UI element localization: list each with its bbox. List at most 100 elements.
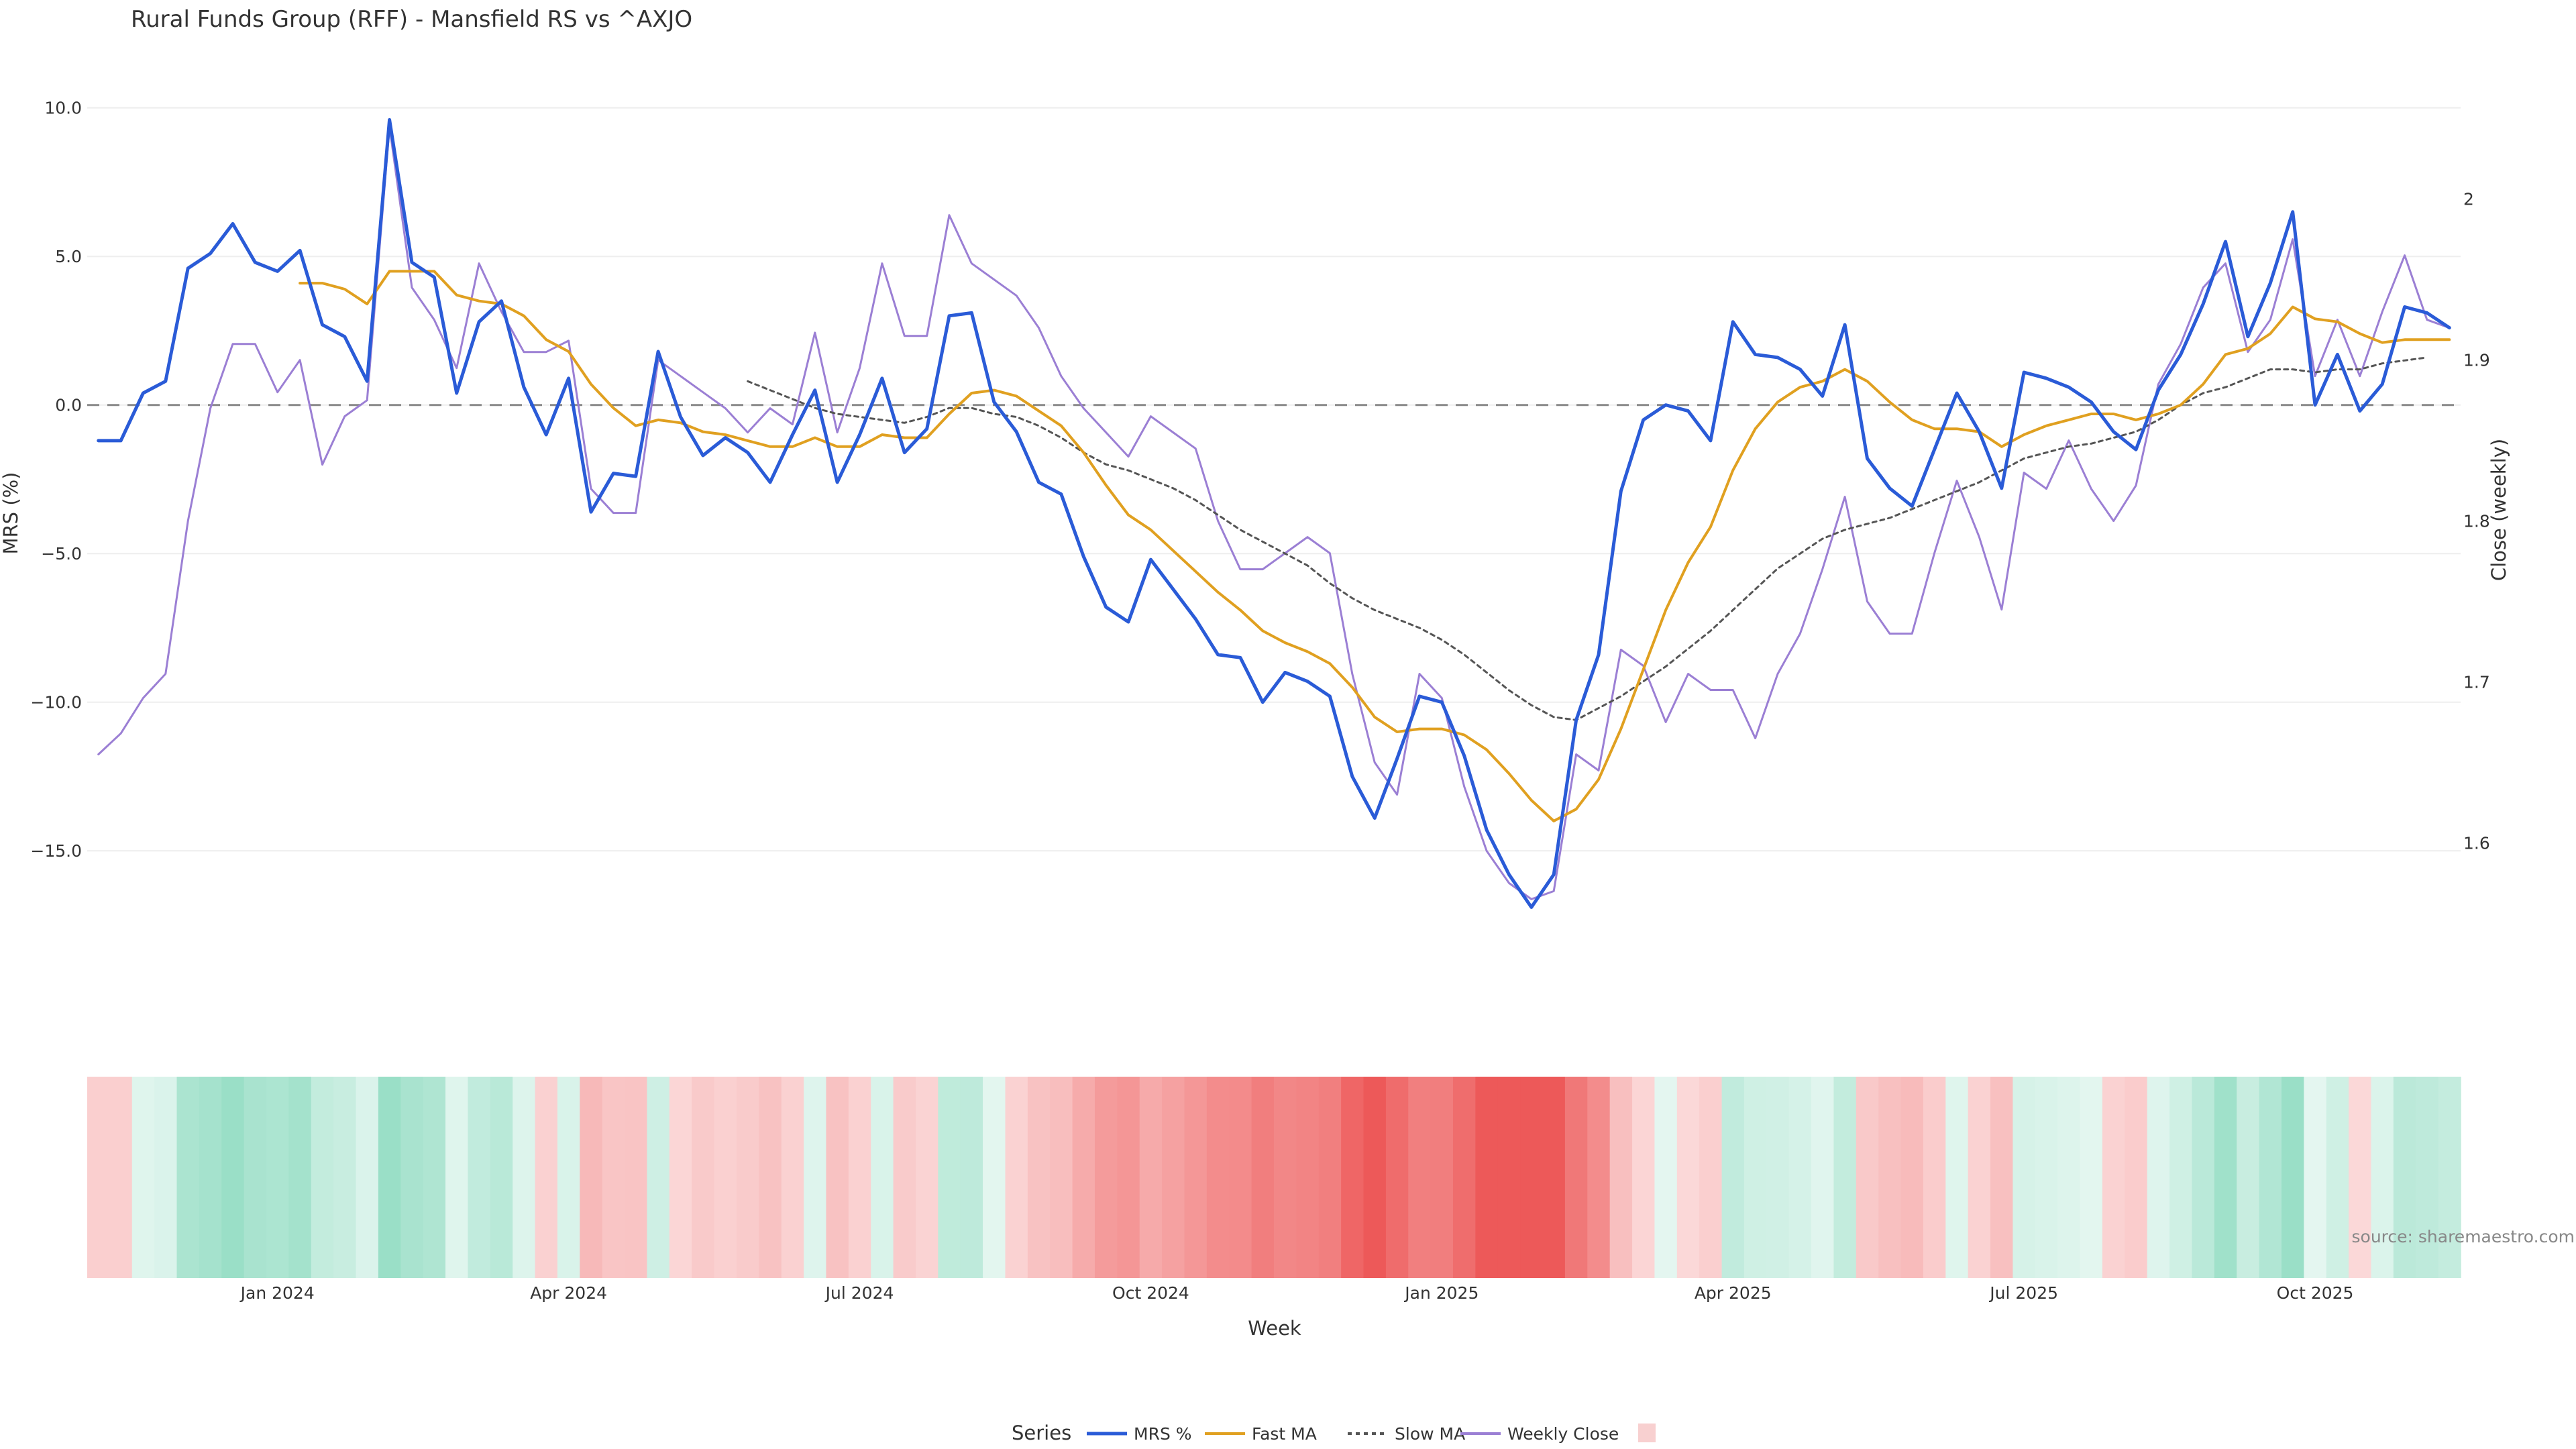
heatmap-cell: [1072, 1077, 1095, 1278]
heatmap-cell: [87, 1077, 111, 1278]
heatmap-cell: [221, 1077, 245, 1278]
heatmap-cell: [1609, 1077, 1633, 1278]
heatmap-cell: [1497, 1077, 1521, 1278]
heatmap-cell: [109, 1077, 133, 1278]
heatmap-cell: [759, 1077, 782, 1278]
series-layer: [97, 118, 2451, 909]
grid-lines: [87, 107, 2461, 852]
heatmap-cell: [1564, 1077, 1589, 1278]
legend: Series MRS % Fast MA Slow MA Weekly Close: [1012, 1421, 1656, 1444]
heatmap-cell: [2259, 1077, 2282, 1278]
heatmap-cell: [535, 1077, 558, 1278]
slow-ma-line: [747, 356, 2428, 721]
y-tick-label: −15.0: [30, 841, 82, 861]
heatmap-cell: [1363, 1077, 1387, 1278]
heatmap-cell: [1251, 1077, 1275, 1278]
heatmap-cell: [2349, 1077, 2372, 1278]
heatmap-cell: [1139, 1077, 1163, 1278]
heatmap-cell: [1699, 1077, 1723, 1278]
heatmap-cell: [2102, 1077, 2126, 1278]
fast-ma-line: [299, 270, 2451, 822]
heatmap-cell: [1341, 1077, 1364, 1278]
heatmap-cell: [2281, 1077, 2305, 1278]
heatmap-cell: [1833, 1077, 1857, 1278]
heatmap-cell: [848, 1077, 872, 1278]
heatmap-cell: [826, 1077, 849, 1278]
heatmap-cell: [1162, 1077, 1185, 1278]
mrs-heatmap-strip: [87, 1077, 2461, 1278]
heatmap-cell: [1475, 1077, 1499, 1278]
y-tick-label: −10.0: [30, 693, 82, 712]
heatmap-cell: [1900, 1077, 1924, 1278]
heatmap-cell: [1632, 1077, 1656, 1278]
y-axis-title: MRS (%): [0, 472, 22, 555]
heatmap-cell: [1542, 1077, 1566, 1278]
heatmap-cell: [1878, 1077, 1902, 1278]
x-tick-label: Jan 2024: [239, 1283, 315, 1303]
heatmap-cell: [938, 1077, 961, 1278]
heatmap-cell: [1743, 1077, 1768, 1278]
heatmap-cell: [557, 1077, 581, 1278]
source-annotation: source: sharemaestro.com: [2352, 1227, 2575, 1246]
heatmap-cell: [2147, 1077, 2170, 1278]
y2-tick-label: 2: [2463, 190, 2474, 209]
heatmap-cell: [647, 1077, 670, 1278]
heatmap-cell: [2416, 1077, 2439, 1278]
heatmap-cell: [445, 1077, 469, 1278]
legend-label: Weekly Close: [1507, 1424, 1619, 1444]
heatmap-cell: [378, 1077, 402, 1278]
heatmap-cell: [983, 1077, 1006, 1278]
y-tick-label: 10.0: [44, 99, 82, 118]
heatmap-cell: [1385, 1077, 1409, 1278]
x-axis-title: Week: [1248, 1317, 1301, 1340]
heatmap-cell: [423, 1077, 446, 1278]
heatmap-cell: [2237, 1077, 2260, 1278]
heatmap-cell: [2192, 1077, 2215, 1278]
heatmap-cell: [131, 1077, 155, 1278]
y2-tick-label: 1.6: [2463, 833, 2490, 853]
heatmap-cell: [915, 1077, 939, 1278]
heatmap-cell: [1856, 1077, 1879, 1278]
heatmap-cell: [1721, 1077, 1745, 1278]
heatmap-cell: [1027, 1077, 1051, 1278]
heatmap-cell: [602, 1077, 625, 1278]
heatmap-cell: [2214, 1077, 2238, 1278]
heatmap-cell: [311, 1077, 334, 1278]
heatmap-cell: [871, 1077, 894, 1278]
heatmap-cell: [2326, 1077, 2349, 1278]
y2-tick-label: 1.8: [2463, 512, 2490, 531]
heatmap-cell: [490, 1077, 513, 1278]
y-axis-ticks: 10.0 5.0 0.0 −5.0 −10.0 −15.0: [30, 99, 82, 861]
heatmap-cell: [1968, 1077, 1991, 1278]
legend-title: Series: [1012, 1421, 1071, 1444]
legend-label: Fast MA: [1252, 1424, 1317, 1444]
x-tick-label: Oct 2025: [2277, 1283, 2354, 1303]
heatmap-cell: [960, 1077, 983, 1278]
heatmap-cell: [1184, 1077, 1208, 1278]
heatmap-cell: [1788, 1077, 1812, 1278]
heatmap-cell: [1206, 1077, 1230, 1278]
x-tick-label: Oct 2024: [1112, 1283, 1189, 1303]
x-axis-ticks: Jan 2024 Apr 2024 Jul 2024 Oct 2024 Jan 2025…: [239, 1283, 2354, 1303]
heatmap-cell: [1229, 1077, 1252, 1278]
heatmap-cell: [1676, 1077, 1700, 1278]
heatmap-cell: [1453, 1077, 1477, 1278]
legend-label: MRS %: [1134, 1424, 1192, 1444]
heatmap-cell: [356, 1077, 379, 1278]
heatmap-cell: [244, 1077, 267, 1278]
heatmap-cell: [176, 1077, 200, 1278]
heatmap-cell: [2035, 1077, 2059, 1278]
heatmap-cell: [1654, 1077, 1678, 1278]
heatmap-cell: [154, 1077, 178, 1278]
heatmap-cell: [1990, 1077, 2014, 1278]
heatmap-cell: [1430, 1077, 1454, 1278]
heatmap-cell: [2304, 1077, 2327, 1278]
y-tick-label: 5.0: [55, 247, 82, 266]
mrs-line: [97, 118, 2451, 909]
heatmap-cell: [2438, 1077, 2461, 1278]
heatmap-cell: [1117, 1077, 1140, 1278]
y-tick-label: 0.0: [55, 396, 82, 415]
x-tick-label: Jul 2025: [1988, 1283, 2058, 1303]
heatmap-cell: [1005, 1077, 1028, 1278]
